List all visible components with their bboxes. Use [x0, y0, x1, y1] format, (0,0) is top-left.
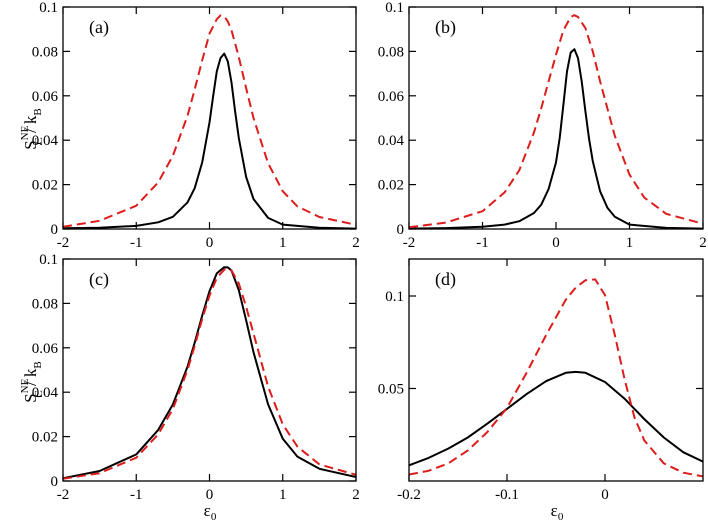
ytick-label-c: 0 [51, 474, 59, 490]
xtick-label-c: -1 [130, 487, 143, 503]
series-solid-d [409, 370, 703, 467]
frame-d [408, 258, 704, 482]
series-dashed-c [63, 268, 356, 480]
ytick-label-a: 0 [51, 222, 59, 238]
ytick-label-b: 0.1 [385, 0, 404, 16]
panel-label-d: (d) [435, 269, 456, 290]
ytick-label-b: 0.08 [378, 44, 404, 60]
xtick-label-a: -2 [57, 235, 70, 251]
ytick-label-a: 0.04 [32, 133, 59, 149]
series-solid-a [63, 52, 356, 229]
ytick-label-a: 0.08 [32, 44, 58, 60]
xlabel-left: ε0 [204, 501, 217, 523]
xtick-label-a: 0 [206, 235, 214, 251]
panel-label-a: (a) [89, 17, 109, 38]
xtick-label-d: -0.1 [495, 487, 519, 503]
panel-a: -2 -1 0 1 2 0 0.02 0.04 0.06 0.08 0.1 (a) [32, 0, 360, 251]
xtick-label-b: -1 [476, 235, 489, 251]
ylabel-bottom: SNEC / kB [19, 361, 45, 403]
panel-label-b: (b) [435, 17, 456, 38]
xtick-label-b: -2 [403, 235, 416, 251]
panel-d: -0.2 -0.1 0 0.05 0.1 (d) [378, 258, 704, 503]
xlabel-right: ε0 [551, 501, 564, 523]
xtick-label-c: 2 [352, 487, 360, 503]
xtick-label-b: 2 [699, 235, 707, 251]
series-solid-b [409, 48, 703, 229]
ytick-label-b: 0.06 [378, 89, 405, 105]
xtick-label-b: 0 [552, 235, 560, 251]
xtick-label-d: 0 [601, 487, 609, 503]
panel-label-c: (c) [89, 269, 109, 290]
ytick-label-a: 0.06 [32, 89, 59, 105]
xtick-label-c: 1 [279, 487, 287, 503]
series-dashed-d [409, 278, 703, 478]
xtick-label-d: -0.2 [397, 487, 421, 503]
ytick-label-c: 0.02 [32, 430, 58, 446]
xtick-label-a: 1 [279, 235, 287, 251]
ytick-label-c: 0.08 [32, 296, 58, 312]
ytick-label-d: 0.05 [378, 382, 404, 398]
ytick-label-c: 0.06 [32, 341, 59, 357]
xtick-label-a: 2 [352, 235, 360, 251]
ytick-label-c: 0.1 [39, 252, 58, 268]
series-solid-c [63, 266, 356, 480]
xtick-label-b: 1 [626, 235, 634, 251]
frame-b [408, 6, 704, 230]
ytick-label-b: 0.04 [378, 133, 405, 149]
xtick-label-c: -2 [57, 487, 70, 503]
panel-b: -2 -1 0 1 2 0 0.02 0.04 0.06 0.08 0.1 (b) [378, 0, 707, 251]
xtick-label-c: 0 [206, 487, 214, 503]
ytick-label-a: 0.1 [39, 0, 58, 16]
ytick-label-a: 0.02 [32, 178, 58, 194]
ylabel-top: SNEC / kB [19, 108, 45, 150]
panel-c: -2 -1 0 1 2 0 0.02 0.04 0.06 0.08 0.1 (c) [32, 252, 360, 503]
ytick-label-b: 0.02 [378, 178, 404, 194]
ytick-label-b: 0 [397, 222, 405, 238]
series-dashed-b [409, 14, 703, 229]
ytick-label-c: 0.04 [32, 385, 59, 401]
ytick-label-d: 0.1 [385, 289, 404, 305]
xtick-label-a: -1 [130, 235, 143, 251]
